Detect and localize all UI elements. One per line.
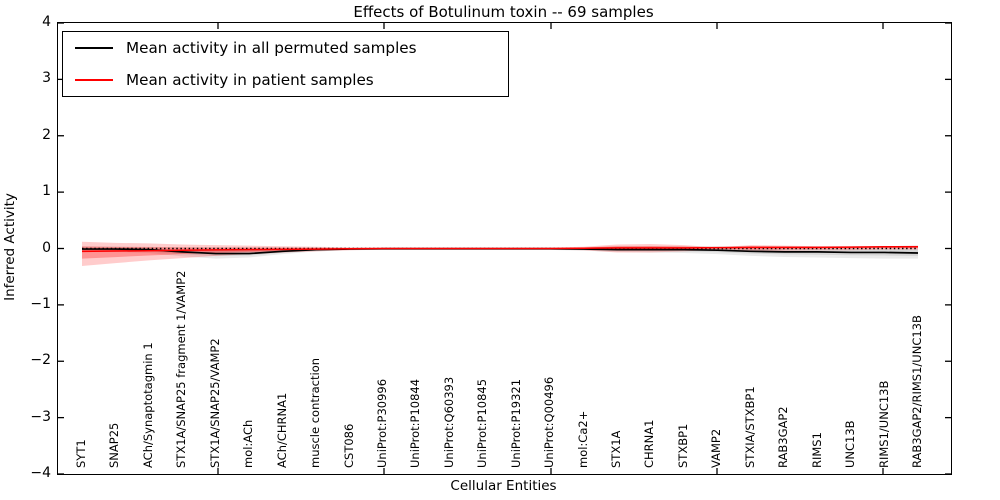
x-tick-label: SNAP25 — [107, 422, 122, 468]
legend: Mean activity in all permuted samples Me… — [62, 31, 509, 97]
y-tick-label: 1 — [42, 183, 51, 200]
x-tick-label: CST086 — [341, 423, 356, 468]
x-tick-label: UniProt:P10844 — [408, 378, 423, 468]
x-tick-label: STX1A/SNAP25/VAMP2 — [207, 338, 222, 468]
y-tick-label: −1 — [30, 295, 51, 312]
y-tick-label: −4 — [30, 465, 51, 481]
y-tick-label: 2 — [42, 126, 51, 143]
x-tick-label: STXIA/STXBP1 — [742, 386, 757, 468]
x-tick-label: UniProt:Q60393 — [441, 376, 456, 468]
x-tick-label: mol:ACh — [241, 419, 256, 468]
legend-entry-permuted: Mean activity in all permuted samples — [63, 33, 508, 63]
x-tick-label: STX1A — [609, 430, 624, 468]
x-tick-label: RIMS1 — [809, 432, 824, 468]
plot-svg — [58, 23, 951, 474]
y-tick-label: 0 — [42, 239, 51, 256]
x-tick-label: mol:Ca2+ — [575, 410, 590, 468]
legend-label: Mean activity in patient samples — [126, 70, 374, 89]
x-axis-label: Cellular Entities — [450, 478, 557, 494]
x-tick-label: RIMS1/UNC13B — [876, 380, 891, 468]
x-tick-label: SYT1 — [74, 439, 88, 468]
permuted-line-swatch — [75, 47, 113, 50]
x-tick-label: RAB3GAP2 — [776, 406, 791, 468]
series-line-1 — [81, 246, 918, 253]
y-tick-label: 3 — [42, 70, 51, 87]
x-tick-label: ACh/CHRNA1 — [274, 392, 289, 468]
patient-line-swatch — [75, 78, 113, 81]
legend-entry-patient: Mean activity in patient samples — [63, 65, 508, 95]
y-tick-label: −3 — [30, 408, 51, 425]
legend-label: Mean activity in all permuted samples — [126, 39, 417, 58]
x-tick-label: STXBP1 — [675, 423, 690, 468]
x-tick-label: VAMP2 — [709, 428, 724, 468]
plot-area — [57, 22, 952, 475]
x-tick-label: STX1A/SNAP25 fragment 1/VAMP2 — [174, 270, 189, 468]
x-tick-label: ACh/Synaptotagmin 1 — [140, 342, 155, 468]
chart-title: Effects of Botulinum toxin -- 69 samples — [353, 3, 654, 21]
x-tick-label: UniProt:P19321 — [508, 378, 523, 468]
x-tick-label: UniProt:P10845 — [475, 378, 490, 468]
x-tick-label: CHRNA1 — [642, 419, 657, 468]
x-tick-label: UniProt:P30996 — [374, 378, 389, 468]
x-tick-label: muscle contraction — [308, 357, 323, 468]
x-tick-label: UniProt:Q00496 — [542, 376, 557, 468]
x-tick-label: RAB3GAP2/RIMS1/UNC13B — [910, 315, 924, 468]
x-tick-label: UNC13B — [843, 420, 858, 468]
y-tick-label: −2 — [30, 352, 51, 369]
y-tick-label: 4 — [42, 14, 51, 30]
